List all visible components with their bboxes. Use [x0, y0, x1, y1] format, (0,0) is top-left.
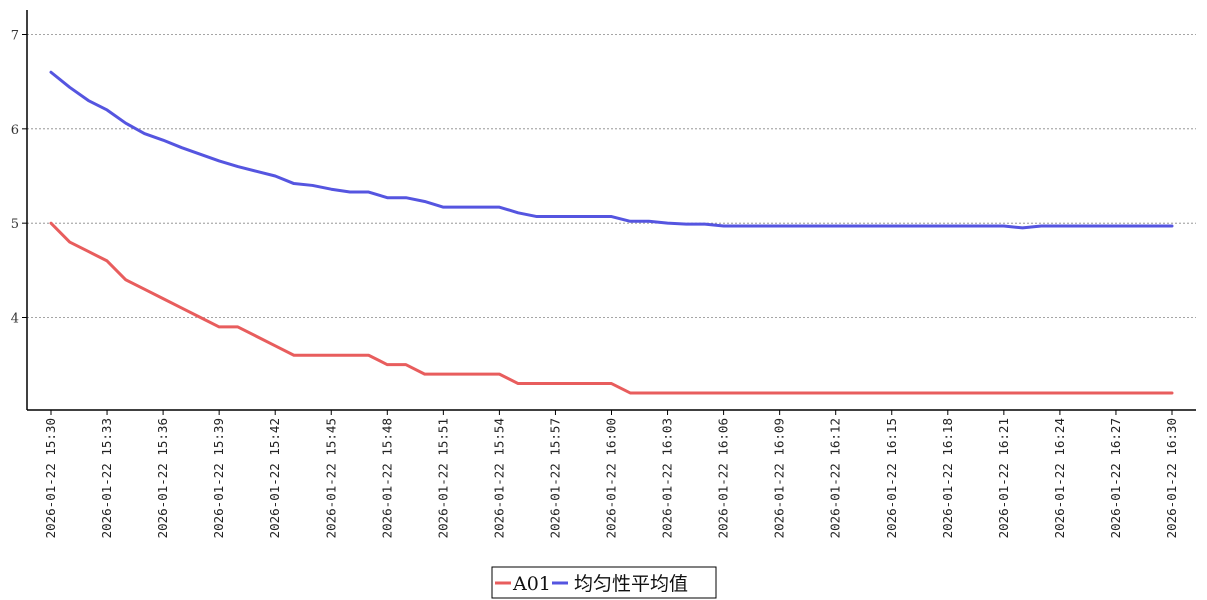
xtick-label: 2026-01-22 15:45 — [323, 418, 338, 538]
xtick-label: 2026-01-22 15:57 — [547, 418, 562, 538]
xtick-label: 2026-01-22 16:12 — [828, 418, 843, 538]
legend-frame — [491, 566, 717, 599]
xtick-label: 2026-01-22 16:09 — [772, 418, 787, 538]
xtick-label: 2026-01-22 15:48 — [379, 418, 394, 538]
xtick-label: 2026-01-22 16:24 — [1052, 418, 1067, 538]
axes — [26, 10, 1196, 411]
x-axis-ticks: 2026-01-22 15:30 2026-01-22 15:33 2026-01-… — [43, 410, 1179, 538]
ytick-label: 4 — [11, 312, 19, 327]
xtick-label: 2026-01-22 16:15 — [884, 418, 899, 538]
series-line-0 — [49, 221, 1174, 395]
ytick-label: 5 — [11, 217, 19, 232]
xtick-label: 2026-01-22 16:30 — [1164, 418, 1179, 538]
xtick-label: 2026-01-22 16:27 — [1108, 418, 1123, 538]
xtick-label: 2026-01-22 15:51 — [435, 418, 450, 538]
xtick-label: 2026-01-22 16:06 — [716, 418, 731, 538]
xtick-label: 2026-01-22 15:42 — [267, 418, 282, 538]
series-line-1 — [49, 70, 1174, 230]
xtick-label: 2026-01-22 16:03 — [660, 418, 675, 538]
xtick-label: 2026-01-22 15:39 — [211, 418, 226, 538]
gridlines — [27, 34, 1196, 318]
legend-label-1: 均匀性平均值 — [574, 573, 688, 595]
legend-label-0: A01 — [512, 573, 551, 595]
xtick-label: 2026-01-22 15:33 — [99, 418, 114, 538]
ytick-label: 7 — [11, 29, 19, 44]
xtick-label: 2026-01-22 15:54 — [491, 418, 506, 538]
legend: A01 均匀性平均值 — [491, 566, 717, 599]
xtick-label: 2026-01-22 16:18 — [940, 418, 955, 538]
xtick-label: 2026-01-22 15:36 — [155, 418, 170, 538]
xtick-label: 2026-01-22 16:00 — [604, 418, 619, 538]
xtick-label: 2026-01-22 15:30 — [43, 418, 58, 538]
xtick-label: 2026-01-22 16:21 — [996, 418, 1011, 538]
y-axis-ticks: 4 5 6 7 — [11, 29, 27, 327]
series-lines — [49, 70, 1174, 395]
ytick-label: 6 — [11, 123, 19, 138]
